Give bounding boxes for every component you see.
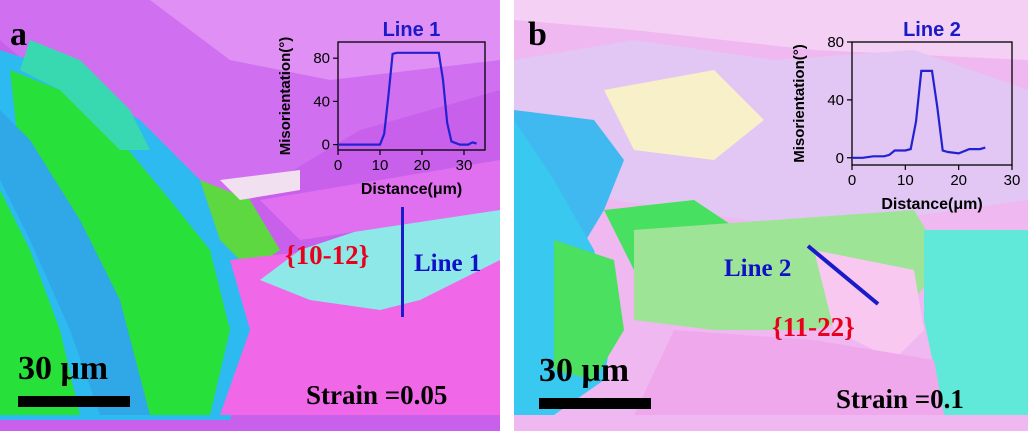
plot-title: Line 1 xyxy=(383,19,441,41)
ebsd-map-b xyxy=(514,0,1028,431)
strain-label: Strain =0.05 xyxy=(306,380,448,410)
x-tick-label: 20 xyxy=(414,157,431,174)
y-tick-label: 80 xyxy=(827,34,844,51)
strain-label: Strain =0.1 xyxy=(836,384,964,414)
x-axis-label: Distance(μm) xyxy=(881,196,982,213)
panel-label: b xyxy=(528,16,547,53)
misorientation-plot-line-1: Line 1 0 10 20 30 0 40 80 Distance(μm) Misorienta… xyxy=(277,19,486,198)
y-tick-label: 0 xyxy=(836,150,844,167)
y-axis-label: Misorientation(°) xyxy=(277,37,294,156)
y-axis-label: Misorientation(°) xyxy=(791,44,808,163)
plot-title: Line 2 xyxy=(903,19,961,41)
misorientation-series xyxy=(338,51,477,146)
y-tick-label: 40 xyxy=(313,93,330,110)
line-2-label: Line 2 xyxy=(724,255,792,282)
trace-line-2 xyxy=(806,244,880,306)
plot-frame xyxy=(337,41,486,151)
twin-label: {10-12} xyxy=(285,240,370,270)
plot-frame xyxy=(851,41,1013,166)
trace-line-1 xyxy=(401,207,404,317)
x-axis-label: Distance(μm) xyxy=(361,181,462,198)
inset-chart-a: Line 1 0 10 20 30 0 40 80 Distance(μm) Misorienta… xyxy=(272,10,497,205)
panel-a: a Line 1 0 10 20 30 0 40 80 Distance(μm) Misorien… xyxy=(0,0,500,431)
x-tick-label: 0 xyxy=(334,157,342,174)
x-tick-label: 10 xyxy=(897,172,914,189)
y-tick-label: 0 xyxy=(322,137,330,154)
scale-bar-label: 30 μm xyxy=(18,350,109,387)
panel-label: a xyxy=(10,16,27,53)
panel-b: b Line 2 0 10 20 30 0 40 80 Distance(μm) Misorien… xyxy=(514,0,1028,431)
scale-bar xyxy=(539,398,651,409)
scale-bar xyxy=(18,396,130,407)
inset-chart-b: Line 2 0 10 20 30 0 40 80 Distance(μm) Misorienta… xyxy=(786,10,1024,220)
ebsd-map-a xyxy=(0,0,500,431)
twin-label: {11-22} xyxy=(772,312,855,342)
x-tick-label: 10 xyxy=(372,157,389,174)
y-tick-label: 40 xyxy=(827,92,844,109)
x-tick-label: 30 xyxy=(1004,172,1021,189)
line-1-label: Line 1 xyxy=(414,250,482,277)
y-tick-label: 80 xyxy=(313,50,330,67)
x-tick-label: 0 xyxy=(848,172,856,189)
misorientation-plot-line-2: Line 2 0 10 20 30 0 40 80 Distance(μm) Misorienta… xyxy=(791,19,1021,213)
scale-bar-label: 30 μm xyxy=(539,352,630,389)
x-tick-label: 20 xyxy=(950,172,967,189)
misorientation-series xyxy=(852,69,986,159)
x-tick-label: 30 xyxy=(456,157,473,174)
